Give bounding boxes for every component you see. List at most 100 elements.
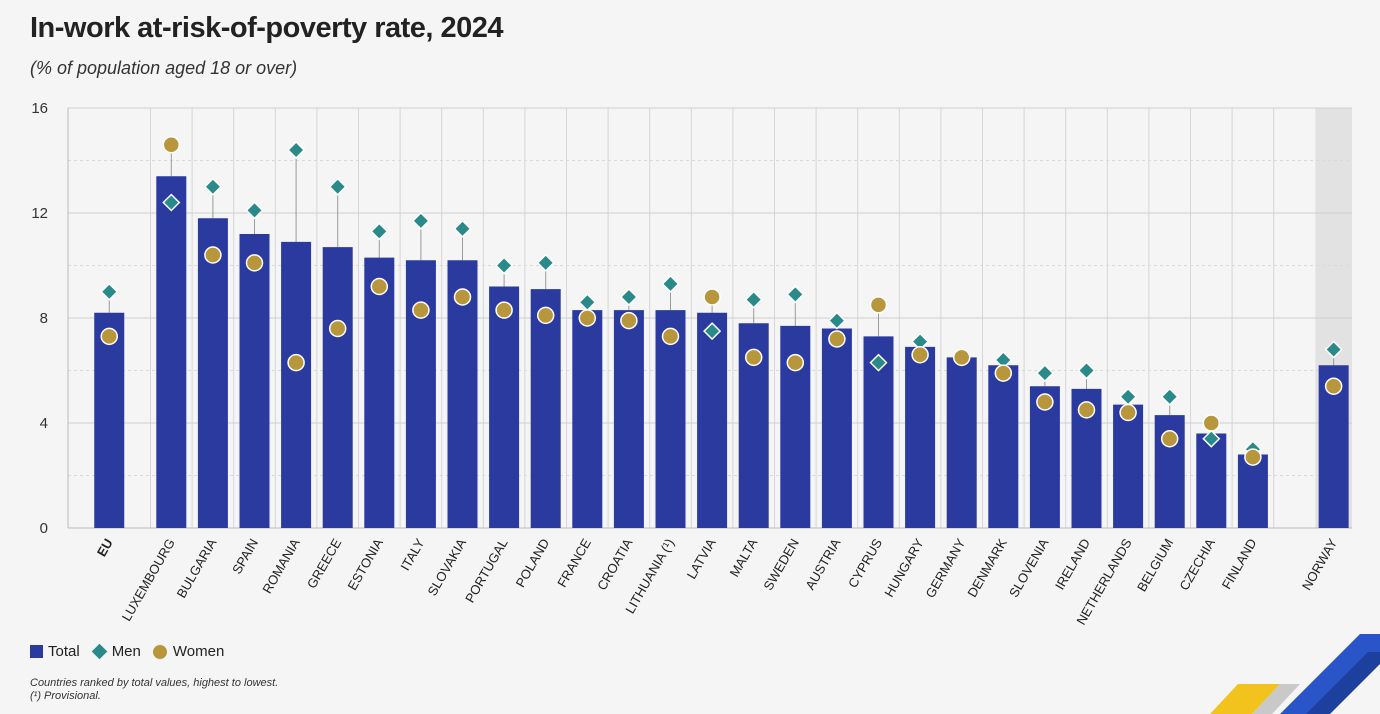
legend-swatch-women <box>152 644 167 659</box>
marker-men <box>619 287 638 307</box>
x-category-label: FINLAND <box>1219 536 1260 592</box>
marker-women <box>911 346 929 364</box>
bar-total-denmark <box>988 365 1019 528</box>
x-category-label: CYPRUS <box>845 536 885 591</box>
marker-men <box>744 290 763 309</box>
marker-men <box>786 285 805 304</box>
bar-total-czechia <box>1196 433 1227 528</box>
marker-men <box>100 282 119 301</box>
bar-total-estonia <box>364 257 395 528</box>
marker-women <box>453 288 472 306</box>
eurostat-logo-graphic <box>1210 634 1380 714</box>
marker-men <box>453 219 472 238</box>
x-category-label: HUNGARY <box>881 536 927 600</box>
x-category-label: NORWAY <box>1299 536 1341 593</box>
x-category-label: FRANCE <box>554 536 594 590</box>
marker-women <box>994 364 1013 382</box>
marker-women <box>1160 430 1179 448</box>
y-tick-label: 12 <box>31 205 48 222</box>
marker-women <box>620 311 638 330</box>
marker-men <box>370 222 389 241</box>
marker-women <box>1202 414 1221 432</box>
legend-item-men: Men <box>91 643 141 660</box>
bar-total-latvia <box>697 312 728 528</box>
bar-total-greece <box>322 247 353 528</box>
marker-men <box>162 193 181 212</box>
legend-item-women: Women <box>152 643 225 660</box>
bar-total-hungary <box>905 346 936 528</box>
marker-women <box>828 330 846 348</box>
marker-women <box>1324 377 1343 395</box>
marker-women <box>100 327 118 346</box>
legend-label-women: Women <box>172 643 225 660</box>
x-category-label: SLOVAKIA <box>424 536 469 599</box>
marker-men <box>1119 387 1138 406</box>
y-tick-label: 4 <box>40 415 48 432</box>
marker-women <box>869 296 888 314</box>
marker-men <box>328 177 347 196</box>
marker-women <box>412 301 430 319</box>
marker-women <box>744 348 763 367</box>
marker-women <box>328 319 347 338</box>
marker-men <box>827 311 846 330</box>
bar-total-romania <box>281 241 312 528</box>
legend-swatch-men <box>91 643 107 660</box>
footnote-ranking: Countries ranked by total values, highes… <box>30 677 279 689</box>
marker-men <box>245 201 264 220</box>
marker-women <box>1244 448 1262 466</box>
y-tick-label: 16 <box>31 100 48 117</box>
x-category-label: BELGIUM <box>1134 536 1176 594</box>
x-category-label: PORTUGAL <box>462 536 511 605</box>
x-category-label: LUXEMBOURG <box>119 536 178 624</box>
legend: Total Men Women <box>30 643 236 660</box>
marker-men <box>411 211 430 230</box>
y-tick-label: 0 <box>40 520 48 537</box>
x-category-label: LATVIA <box>684 536 719 582</box>
marker-men <box>869 353 888 372</box>
x-category-label: ITALY <box>397 536 427 573</box>
bar-total-bulgaria <box>197 218 228 528</box>
legend-swatch-total <box>30 645 43 658</box>
marker-women <box>204 246 222 264</box>
bar-total-croatia <box>613 310 644 528</box>
marker-men <box>536 253 555 272</box>
bar-total-eu <box>94 312 125 528</box>
marker-men <box>661 274 680 293</box>
marker-women <box>287 353 305 372</box>
marker-women <box>162 136 181 154</box>
y-tick-label: 8 <box>40 310 48 327</box>
marker-men <box>203 177 222 196</box>
bar-total-finland <box>1237 454 1268 528</box>
bar-total-netherlands <box>1113 404 1144 528</box>
marker-women <box>1119 403 1137 422</box>
x-category-label: DENMARK <box>964 536 1010 600</box>
x-category-label: CROATIA <box>594 536 636 593</box>
x-category-label: EU <box>94 536 116 559</box>
x-category-label: MALTA <box>727 536 761 580</box>
chart-title: In-work at-risk-of-poverty rate, 2024 <box>30 12 504 44</box>
bar-total-portugal <box>489 286 520 528</box>
bar-total-lithuania <box>655 310 686 528</box>
marker-women <box>952 348 971 367</box>
x-category-label: GERMANY <box>922 536 968 601</box>
x-category-label: BULGARIA <box>174 536 220 601</box>
x-category-label: ESTONIA <box>344 536 386 593</box>
bar-total-austria <box>821 328 852 528</box>
marker-men <box>1324 340 1343 359</box>
marker-men <box>1035 364 1054 383</box>
marker-women <box>370 277 389 296</box>
marker-women <box>578 309 597 327</box>
x-category-label: AUSTRIA <box>802 536 843 593</box>
bar-total-france <box>572 310 603 528</box>
legend-label-men: Men <box>111 643 141 660</box>
marker-men <box>1202 429 1221 448</box>
footnotes: Countries ranked by total values, highes… <box>30 677 278 703</box>
x-category-label: POLAND <box>513 536 553 590</box>
marker-women <box>786 353 805 372</box>
bar-total-poland <box>530 289 561 528</box>
marker-men <box>1160 387 1179 406</box>
x-category-label: IRELAND <box>1052 536 1093 592</box>
x-category-label: SPAIN <box>229 536 261 576</box>
footnote-provisional: (¹) Provisional. <box>30 690 101 702</box>
bar-total-luxembourg <box>156 176 187 528</box>
